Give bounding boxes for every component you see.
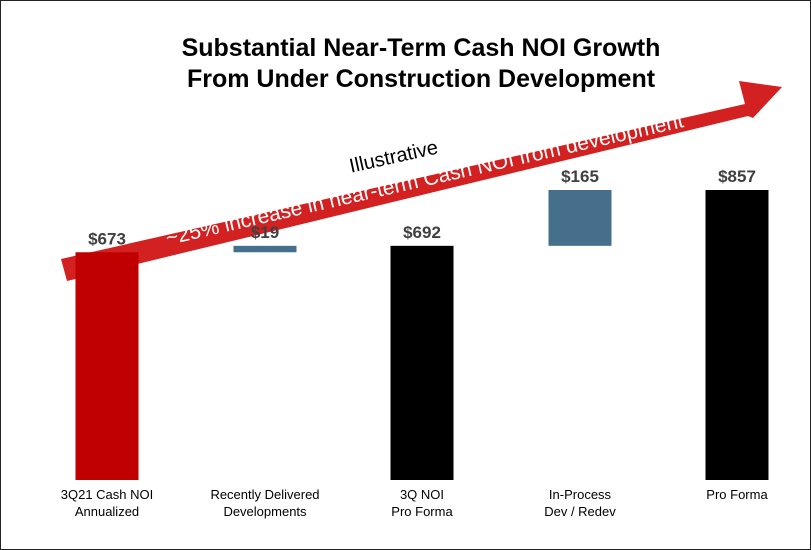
growth-arrow-shape	[61, 81, 782, 281]
bar-2	[233, 245, 297, 253]
bar-3	[390, 245, 454, 480]
category-label-4-line-1: In-Process	[549, 487, 612, 502]
category-label-1-line-1: 3Q21 Cash NOI	[61, 487, 154, 502]
category-label-3-line-2: Pro Forma	[391, 504, 453, 519]
bar-4	[548, 190, 612, 246]
category-label-4-line-2: Dev / Redev	[544, 504, 616, 519]
category-label-2-line-2: Developments	[223, 504, 307, 519]
value-label-5: $857	[718, 167, 756, 186]
value-label-4: $165	[561, 167, 599, 186]
value-label-2: $19	[251, 223, 279, 242]
category-label-1-line-2: Annualized	[75, 504, 139, 519]
category-label-5: Pro Forma	[706, 487, 768, 502]
value-label-1: $673	[88, 229, 126, 248]
bars-group: $673 3Q21 Cash NOI Annualized $19 Recently D…	[61, 167, 769, 519]
bar-5	[705, 190, 769, 480]
chart-title-line-2: From Under Construction Development	[187, 65, 656, 93]
chart-title-line-1: Substantial Near-Term Cash NOI Growth	[182, 34, 661, 62]
category-label-3-line-1: 3Q NOI	[400, 487, 444, 502]
value-label-3: $692	[403, 223, 441, 242]
bar-1	[75, 252, 139, 480]
category-label-2-line-1: Recently Delivered	[210, 487, 319, 502]
